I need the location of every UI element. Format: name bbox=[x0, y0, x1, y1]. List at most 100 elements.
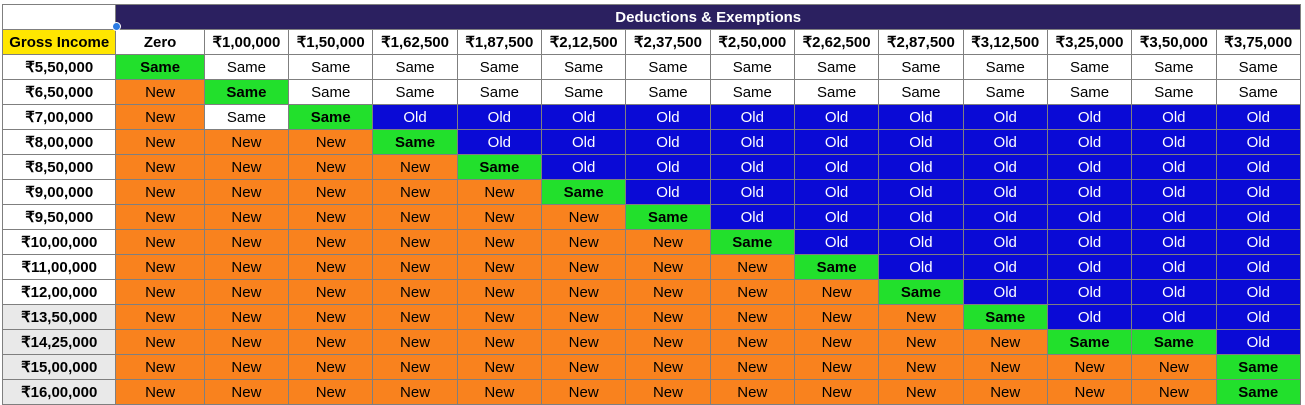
regime-cell[interactable]: Old bbox=[625, 104, 711, 130]
selection-handle[interactable] bbox=[112, 22, 121, 31]
regime-cell[interactable]: Same bbox=[1046, 79, 1133, 105]
regime-cell[interactable]: Same bbox=[1215, 54, 1301, 80]
regime-cell[interactable]: Same bbox=[1215, 379, 1301, 405]
regime-cell[interactable]: New bbox=[288, 204, 374, 230]
regime-cell[interactable]: Old bbox=[709, 179, 795, 205]
regime-cell[interactable]: New bbox=[372, 204, 458, 230]
regime-cell[interactable]: New bbox=[203, 129, 290, 155]
regime-cell[interactable]: New bbox=[625, 229, 711, 255]
regime-cell[interactable]: New bbox=[540, 329, 627, 355]
regime-cell[interactable]: Old bbox=[962, 254, 1048, 280]
regime-cell[interactable]: New bbox=[372, 229, 458, 255]
regime-cell[interactable]: New bbox=[1131, 379, 1217, 405]
regime-cell[interactable]: Same bbox=[1131, 329, 1217, 355]
regime-cell[interactable]: New bbox=[456, 254, 543, 280]
regime-cell[interactable]: Same bbox=[962, 304, 1048, 330]
regime-cell[interactable]: New bbox=[540, 354, 627, 380]
regime-cell[interactable]: Old bbox=[1046, 154, 1133, 180]
regime-cell[interactable]: Old bbox=[1215, 279, 1301, 305]
regime-cell[interactable]: New bbox=[203, 279, 290, 305]
regime-cell[interactable]: Old bbox=[625, 129, 711, 155]
regime-cell[interactable]: Old bbox=[962, 104, 1048, 130]
deduction-header[interactable]: ₹1,00,000 bbox=[203, 29, 290, 55]
regime-cell[interactable]: Old bbox=[540, 154, 627, 180]
regime-cell[interactable]: New bbox=[288, 379, 374, 405]
regime-cell[interactable]: New bbox=[456, 329, 543, 355]
regime-cell[interactable]: New bbox=[288, 129, 374, 155]
regime-cell[interactable]: New bbox=[540, 304, 627, 330]
regime-cell[interactable]: Old bbox=[878, 129, 964, 155]
regime-cell[interactable]: Same bbox=[1046, 54, 1133, 80]
regime-cell[interactable]: New bbox=[372, 179, 458, 205]
regime-cell[interactable]: Old bbox=[793, 179, 880, 205]
deduction-header[interactable]: ₹2,62,500 bbox=[793, 29, 880, 55]
regime-cell[interactable]: Same bbox=[288, 54, 374, 80]
regime-cell[interactable]: Same bbox=[203, 54, 290, 80]
regime-cell[interactable]: Same bbox=[372, 79, 458, 105]
regime-cell[interactable]: Old bbox=[709, 154, 795, 180]
regime-cell[interactable]: Old bbox=[962, 129, 1048, 155]
regime-cell[interactable]: New bbox=[115, 254, 205, 280]
regime-cell[interactable]: New bbox=[793, 354, 880, 380]
regime-cell[interactable]: Same bbox=[456, 54, 543, 80]
regime-cell[interactable]: Old bbox=[1046, 229, 1133, 255]
regime-cell[interactable]: Old bbox=[456, 129, 543, 155]
deduction-header[interactable]: ₹3,75,000 bbox=[1215, 29, 1301, 55]
gross-income-value[interactable]: ₹11,00,000 bbox=[1, 254, 117, 280]
gross-income-value[interactable]: ₹14,25,000 bbox=[1, 329, 117, 355]
regime-cell[interactable]: Old bbox=[793, 229, 880, 255]
regime-cell[interactable]: New bbox=[625, 354, 711, 380]
regime-cell[interactable]: New bbox=[962, 329, 1048, 355]
regime-cell[interactable]: Old bbox=[456, 104, 543, 130]
regime-cell[interactable]: Old bbox=[793, 154, 880, 180]
deduction-header[interactable]: ₹1,50,000 bbox=[288, 29, 374, 55]
regime-cell[interactable]: New bbox=[878, 354, 964, 380]
gross-income-value[interactable]: ₹10,00,000 bbox=[1, 229, 117, 255]
regime-cell[interactable]: New bbox=[709, 279, 795, 305]
regime-cell[interactable]: New bbox=[115, 304, 205, 330]
regime-cell[interactable]: Old bbox=[709, 204, 795, 230]
regime-cell[interactable]: Old bbox=[1131, 254, 1217, 280]
regime-cell[interactable]: Old bbox=[1215, 204, 1301, 230]
regime-cell[interactable]: Old bbox=[793, 129, 880, 155]
gross-income-value[interactable]: ₹16,00,000 bbox=[1, 379, 117, 405]
regime-cell[interactable]: Same bbox=[372, 54, 458, 80]
regime-cell[interactable]: New bbox=[288, 304, 374, 330]
regime-cell[interactable]: New bbox=[878, 304, 964, 330]
regime-cell[interactable]: New bbox=[456, 179, 543, 205]
regime-cell[interactable]: Old bbox=[878, 229, 964, 255]
regime-cell[interactable]: Old bbox=[625, 179, 711, 205]
gross-income-value[interactable]: ₹13,50,000 bbox=[1, 304, 117, 330]
regime-cell[interactable]: New bbox=[540, 254, 627, 280]
regime-cell[interactable]: Same bbox=[793, 254, 880, 280]
regime-cell[interactable]: New bbox=[288, 179, 374, 205]
regime-cell[interactable]: Old bbox=[962, 229, 1048, 255]
deduction-header[interactable]: ₹3,25,000 bbox=[1046, 29, 1133, 55]
regime-cell[interactable]: Old bbox=[962, 204, 1048, 230]
regime-cell[interactable]: New bbox=[115, 279, 205, 305]
regime-cell[interactable]: Old bbox=[793, 104, 880, 130]
regime-cell[interactable]: New bbox=[115, 379, 205, 405]
regime-cell[interactable]: Same bbox=[456, 154, 543, 180]
gross-income-value[interactable]: ₹8,50,000 bbox=[1, 154, 117, 180]
regime-cell[interactable]: Old bbox=[1215, 254, 1301, 280]
regime-cell[interactable]: New bbox=[793, 279, 880, 305]
deduction-header[interactable]: ₹2,37,500 bbox=[625, 29, 711, 55]
regime-cell[interactable]: New bbox=[625, 254, 711, 280]
regime-cell[interactable]: Old bbox=[1215, 329, 1301, 355]
regime-cell[interactable]: New bbox=[625, 279, 711, 305]
regime-cell[interactable]: New bbox=[372, 279, 458, 305]
regime-cell[interactable]: New bbox=[372, 154, 458, 180]
regime-cell[interactable]: New bbox=[115, 129, 205, 155]
regime-cell[interactable]: New bbox=[456, 279, 543, 305]
regime-cell[interactable]: Same bbox=[878, 54, 964, 80]
deduction-header[interactable]: ₹3,50,000 bbox=[1131, 29, 1217, 55]
regime-cell[interactable]: New bbox=[288, 154, 374, 180]
regime-cell[interactable]: Same bbox=[962, 54, 1048, 80]
regime-cell[interactable]: Same bbox=[1131, 54, 1217, 80]
regime-cell[interactable]: New bbox=[1131, 354, 1217, 380]
regime-cell[interactable]: Old bbox=[1131, 129, 1217, 155]
regime-cell[interactable]: Old bbox=[1215, 179, 1301, 205]
deduction-header[interactable]: ₹2,12,500 bbox=[540, 29, 627, 55]
regime-cell[interactable]: New bbox=[625, 304, 711, 330]
